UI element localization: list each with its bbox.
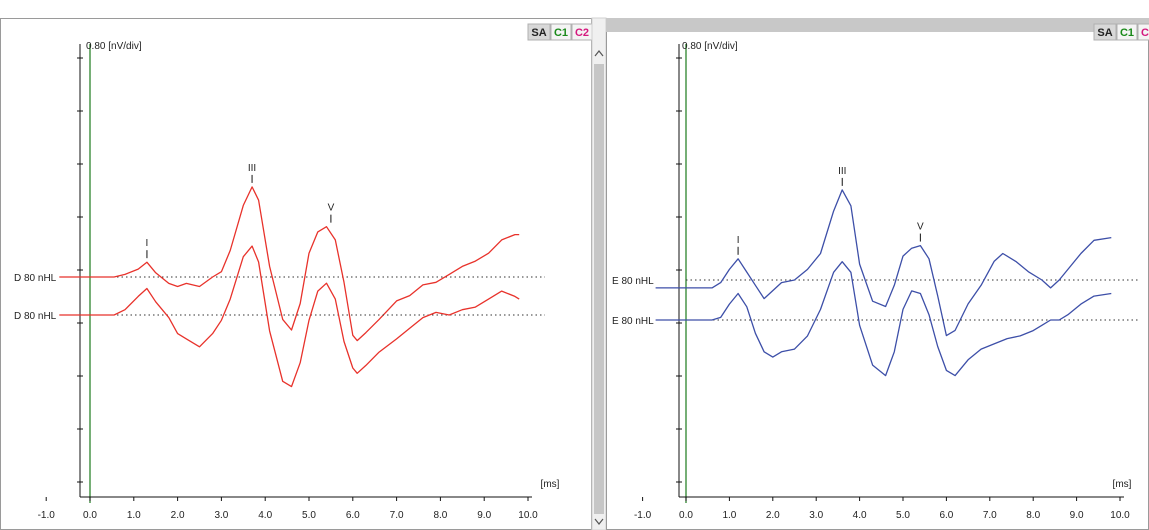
vertical-scrollbar[interactable] (591, 17, 607, 530)
waveform-trace (655, 189, 1112, 337)
scrollbar-thumb[interactable] (594, 64, 604, 514)
channel-button-label: C2 (575, 27, 589, 39)
x-tick-label: 6.0 (346, 510, 360, 521)
x-tick-label: 10.0 (518, 510, 538, 521)
x-tick-label: 9.0 (1070, 510, 1084, 521)
right-waveform-panel: -1.0 0.0 1.0 2.0 3.0 4.0 5.0 6.0 7.0 8.0 9.0 10.0 [m… (606, 18, 1149, 530)
x-tick-label: 4.0 (853, 510, 867, 521)
x-tick-label: 9.0 (477, 510, 491, 521)
panel-frame (606, 18, 1149, 530)
channel-button-label: SA (531, 27, 546, 39)
peak-label: V (917, 222, 924, 233)
channel-button-sa[interactable] (1093, 23, 1117, 41)
waveform-trace (59, 186, 520, 342)
channel-label: D 80 nHL (14, 273, 57, 284)
channel-button-c1[interactable] (550, 23, 572, 41)
x-tick-label: 3.0 (809, 510, 823, 521)
x-tick-label: 8.0 (433, 510, 447, 521)
peak-label: III (838, 166, 846, 177)
peak-label: I (737, 235, 740, 246)
x-tick-label: 5.0 (896, 510, 910, 521)
x-tick-label: 4.0 (258, 510, 272, 521)
panel-title-strip (606, 18, 1149, 32)
x-tick-label: 7.0 (983, 510, 997, 521)
x-tick-label: 7.0 (390, 510, 404, 521)
x-tick-label: 1.0 (127, 510, 141, 521)
x-tick-label: 5.0 (302, 510, 316, 521)
waveform-trace (655, 261, 1112, 377)
x-tick-label: -1.0 (38, 510, 56, 521)
x-tick-label: 3.0 (214, 510, 228, 521)
channel-label: E 80 nHL (612, 276, 654, 287)
x-tick-label: 0.0 (679, 510, 693, 521)
scroll-down-arrow-icon[interactable] (594, 518, 604, 525)
x-tick-label: 2.0 (171, 510, 185, 521)
x-tick-label: -1.0 (634, 510, 652, 521)
channel-button-c1[interactable] (1116, 23, 1138, 41)
channel-button-sa[interactable] (527, 23, 551, 41)
x-tick-label: 2.0 (766, 510, 780, 521)
left-waveform-panel: -1.0 0.0 1.0 2.0 3.0 4.0 5.0 6.0 7.0 8.0 9.0 10.0 [m… (0, 18, 593, 530)
x-tick-label: 1.0 (722, 510, 736, 521)
x-unit-label: [ms] (1113, 479, 1132, 490)
x-tick-label: 6.0 (939, 510, 953, 521)
scale-label: 0.80 [nV/div] (86, 41, 142, 52)
waveform-trace (59, 245, 520, 388)
peak-label: I (146, 238, 149, 249)
scale-label: 0.80 [nV/div] (682, 41, 738, 52)
channel-button-c2[interactable] (1137, 23, 1149, 41)
channel-button-label: C2 (1141, 27, 1149, 39)
panel-frame (0, 18, 592, 530)
channel-label: D 80 nHL (14, 311, 57, 322)
peak-label: III (248, 163, 256, 174)
x-tick-label: 10.0 (1110, 510, 1130, 521)
x-tick-label: 0.0 (83, 510, 97, 521)
scroll-up-arrow-icon[interactable] (594, 50, 604, 57)
peak-label: V (328, 203, 335, 214)
channel-button-label: SA (1097, 27, 1112, 39)
channel-button-label: C1 (1120, 27, 1134, 39)
channel-label: E 80 nHL (612, 316, 654, 327)
x-tick-label: 8.0 (1026, 510, 1040, 521)
channel-button-label: C1 (554, 27, 568, 39)
x-unit-label: [ms] (541, 479, 560, 490)
